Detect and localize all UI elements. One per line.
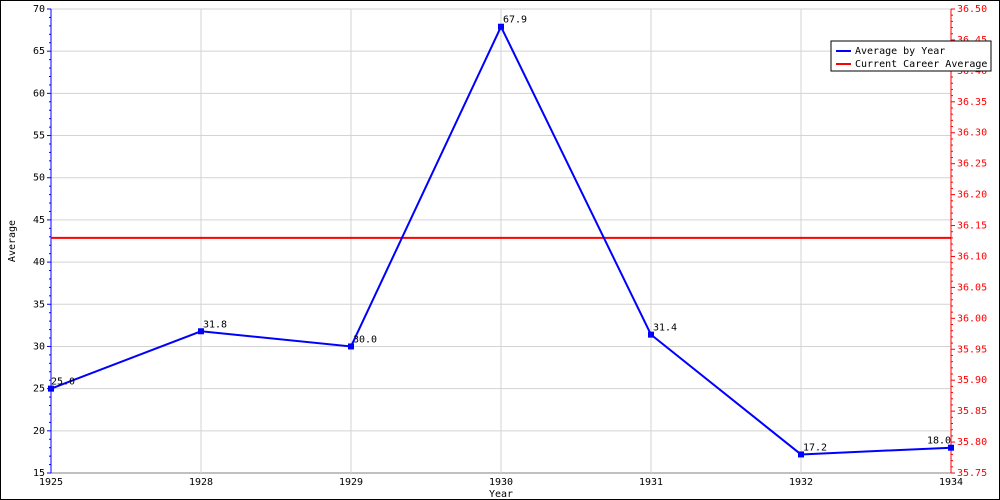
y-right-tick-label: 36.30 bbox=[957, 128, 987, 139]
y-axis-label: Average bbox=[7, 220, 18, 262]
x-tick-label: 1930 bbox=[489, 477, 513, 488]
y-right-tick-label: 36.25 bbox=[957, 159, 987, 170]
legend-label: Current Career Average bbox=[855, 59, 987, 70]
y-right-tick-label: 36.05 bbox=[957, 282, 987, 293]
y-left-tick-label: 30 bbox=[33, 341, 45, 352]
y-right-tick-label: 36.35 bbox=[957, 97, 987, 108]
legend-label: Average by Year bbox=[855, 46, 945, 57]
y-left-tick-label: 60 bbox=[33, 88, 45, 99]
y-left-tick-label: 55 bbox=[33, 131, 45, 142]
chart-container: 1925192819291930193119321934152025303540… bbox=[0, 0, 1000, 500]
data-label: 25.0 bbox=[51, 377, 75, 388]
x-tick-label: 1931 bbox=[639, 477, 663, 488]
y-right-tick-label: 35.90 bbox=[957, 375, 987, 386]
y-left-tick-label: 70 bbox=[33, 4, 45, 15]
y-left-tick-label: 35 bbox=[33, 299, 45, 310]
y-right-tick-label: 36.15 bbox=[957, 221, 987, 232]
x-tick-label: 1932 bbox=[789, 477, 813, 488]
y-left-tick-label: 45 bbox=[33, 215, 45, 226]
line-chart: 1925192819291930193119321934152025303540… bbox=[1, 1, 999, 499]
y-right-tick-label: 36.10 bbox=[957, 251, 987, 262]
data-label: 18.0 bbox=[927, 436, 951, 447]
x-tick-label: 1928 bbox=[189, 477, 213, 488]
x-axis-label: Year bbox=[489, 489, 513, 499]
y-left-tick-label: 50 bbox=[33, 173, 45, 184]
y-right-tick-label: 35.75 bbox=[957, 468, 987, 479]
y-right-tick-label: 36.20 bbox=[957, 190, 987, 201]
data-label: 17.2 bbox=[803, 442, 827, 453]
y-right-tick-label: 35.95 bbox=[957, 344, 987, 355]
y-right-tick-label: 36.00 bbox=[957, 313, 987, 324]
data-label: 30.0 bbox=[353, 334, 377, 345]
y-right-tick-label: 35.85 bbox=[957, 406, 987, 417]
data-label: 31.8 bbox=[203, 319, 227, 330]
y-left-tick-label: 20 bbox=[33, 426, 45, 437]
y-right-tick-label: 36.50 bbox=[957, 4, 987, 15]
data-label: 31.4 bbox=[653, 323, 677, 334]
y-left-tick-label: 65 bbox=[33, 46, 45, 57]
data-label: 67.9 bbox=[503, 15, 527, 26]
x-tick-label: 1929 bbox=[339, 477, 363, 488]
y-left-tick-label: 15 bbox=[33, 468, 45, 479]
y-right-tick-label: 35.80 bbox=[957, 437, 987, 448]
y-left-tick-label: 40 bbox=[33, 257, 45, 268]
y-left-tick-label: 25 bbox=[33, 384, 45, 395]
